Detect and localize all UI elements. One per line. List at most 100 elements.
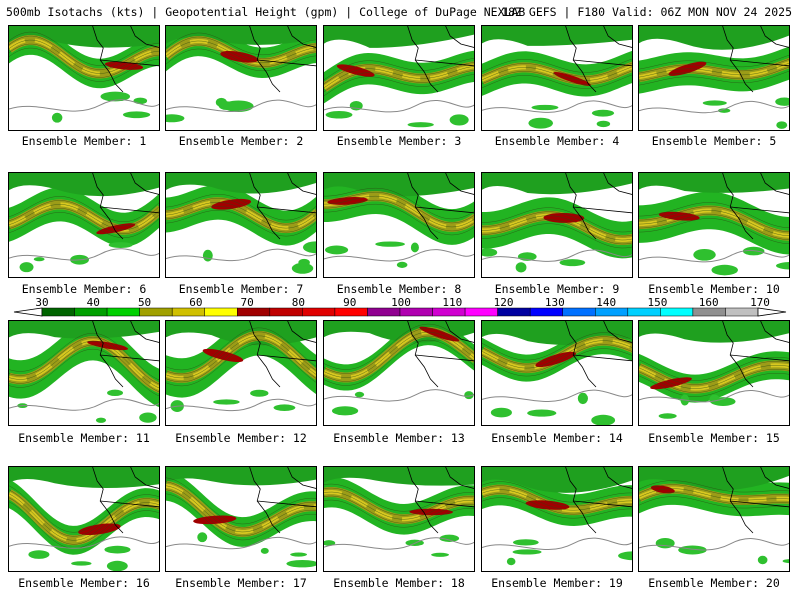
colorbar-segment bbox=[692, 307, 726, 317]
height-contour bbox=[166, 201, 316, 229]
ensemble-panel bbox=[481, 25, 633, 131]
height-contour bbox=[639, 70, 789, 86]
height-contour bbox=[166, 485, 316, 533]
wind-shading-region bbox=[512, 539, 539, 546]
coastline bbox=[722, 321, 789, 388]
wind-shading-region bbox=[431, 552, 449, 557]
wind-shading-region bbox=[591, 414, 616, 425]
height-contour bbox=[9, 31, 159, 66]
colorbar-tick-label: 110 bbox=[442, 296, 462, 309]
jet-stream-band bbox=[166, 470, 316, 547]
colorbar-segment bbox=[399, 307, 433, 317]
wind-shading-region bbox=[331, 406, 359, 416]
wind-shading-region bbox=[782, 559, 789, 564]
coastline bbox=[249, 26, 316, 93]
isotach-map bbox=[9, 173, 159, 273]
wind-shading-region bbox=[197, 532, 208, 543]
ensemble-member-label: Ensemble Member: 20 bbox=[648, 576, 780, 590]
height-contour bbox=[324, 195, 474, 228]
height-contour bbox=[166, 193, 316, 221]
wind-shading-region bbox=[702, 100, 727, 106]
ensemble-panel bbox=[165, 466, 317, 572]
height-contour bbox=[639, 210, 789, 236]
wind-shading-region bbox=[28, 550, 50, 559]
height-contour bbox=[639, 206, 789, 232]
wind-shading-region bbox=[482, 26, 632, 46]
height-contour bbox=[166, 327, 316, 371]
height-contour bbox=[639, 357, 789, 381]
wind-shading-region bbox=[106, 560, 128, 571]
coastline bbox=[722, 173, 789, 240]
wind-shading-region bbox=[375, 241, 405, 247]
run-valid-time: 18Z GEFS | F180 Valid: 06Z MON NOV 24 20… bbox=[501, 5, 792, 19]
colorbar-segment bbox=[725, 307, 759, 317]
colorbar-graphic: 30 40 50 60 70 80 90 100 110 120 130 140 150 160 170 bbox=[13, 296, 787, 317]
wind-shading-region bbox=[273, 404, 296, 412]
ensemble-member-label: Ensemble Member: 5 bbox=[651, 134, 777, 148]
wind-shading-region bbox=[490, 407, 512, 418]
isotach-map bbox=[482, 321, 632, 425]
colorbar-segment bbox=[627, 307, 661, 317]
wind-shading-region bbox=[290, 552, 308, 557]
colorbar-min-arrow bbox=[13, 307, 43, 317]
height-contour bbox=[324, 66, 474, 88]
jet-stream-band bbox=[639, 191, 789, 255]
height-contour bbox=[482, 348, 632, 377]
colorbar-tick-label: 140 bbox=[596, 296, 616, 309]
jet-stream-band bbox=[9, 321, 159, 408]
height-contour-5640 bbox=[639, 390, 789, 403]
height-contour bbox=[9, 332, 159, 381]
coastline bbox=[249, 467, 316, 534]
wind-shading-region bbox=[596, 120, 611, 128]
height-contour bbox=[324, 199, 474, 232]
wind-shading-region bbox=[260, 547, 269, 554]
height-contour bbox=[482, 74, 632, 89]
height-contour bbox=[9, 336, 159, 385]
height-contour-5640 bbox=[324, 389, 474, 402]
coastline bbox=[565, 26, 632, 93]
height-contour bbox=[482, 497, 632, 519]
height-contour bbox=[482, 340, 632, 369]
wind-shading-region bbox=[482, 173, 632, 195]
wind-shading-region bbox=[528, 117, 554, 129]
isotach-map bbox=[9, 26, 159, 123]
isotach-map bbox=[482, 26, 632, 129]
wind-shading-region bbox=[482, 467, 632, 493]
wind-shading-region bbox=[71, 561, 92, 566]
isotach-map bbox=[639, 467, 789, 565]
colorbar-segment bbox=[171, 307, 205, 317]
wind-shading-region bbox=[407, 122, 434, 128]
height-contour-5640 bbox=[166, 536, 316, 550]
height-contour bbox=[324, 339, 474, 386]
height-contour bbox=[9, 200, 159, 226]
wind-shading-region bbox=[482, 248, 498, 257]
wind-shading-region bbox=[19, 262, 34, 273]
jet-stream-band bbox=[166, 184, 316, 246]
height-contour bbox=[639, 369, 789, 393]
coastline bbox=[565, 321, 632, 388]
isotach-map bbox=[166, 467, 316, 568]
height-contour bbox=[482, 344, 632, 373]
height-contour-5640 bbox=[482, 100, 632, 113]
ensemble-panel bbox=[638, 320, 790, 426]
colorbar-tick-label: 90 bbox=[343, 296, 356, 309]
ensemble-member-label: Ensemble Member: 4 bbox=[494, 134, 620, 148]
colorbar-tick-label: 50 bbox=[138, 296, 151, 309]
isotach-map bbox=[324, 467, 474, 557]
wind-shading-region bbox=[100, 91, 131, 102]
ensemble-panel bbox=[8, 466, 160, 572]
height-contour bbox=[482, 493, 632, 515]
colorbar-segment bbox=[334, 307, 368, 317]
height-contour bbox=[324, 495, 474, 524]
wind-shading-region bbox=[166, 467, 316, 486]
height-contour bbox=[166, 209, 316, 237]
height-contour bbox=[482, 481, 632, 503]
wind-shading-region bbox=[512, 549, 542, 555]
wind-shading-region bbox=[223, 100, 254, 112]
wind-shading-region bbox=[410, 242, 419, 253]
coastline bbox=[722, 467, 789, 534]
wind-shading-region bbox=[324, 245, 349, 255]
height-contour bbox=[324, 62, 474, 84]
ensemble-panel bbox=[8, 25, 160, 131]
wind-shading-region bbox=[693, 248, 716, 261]
